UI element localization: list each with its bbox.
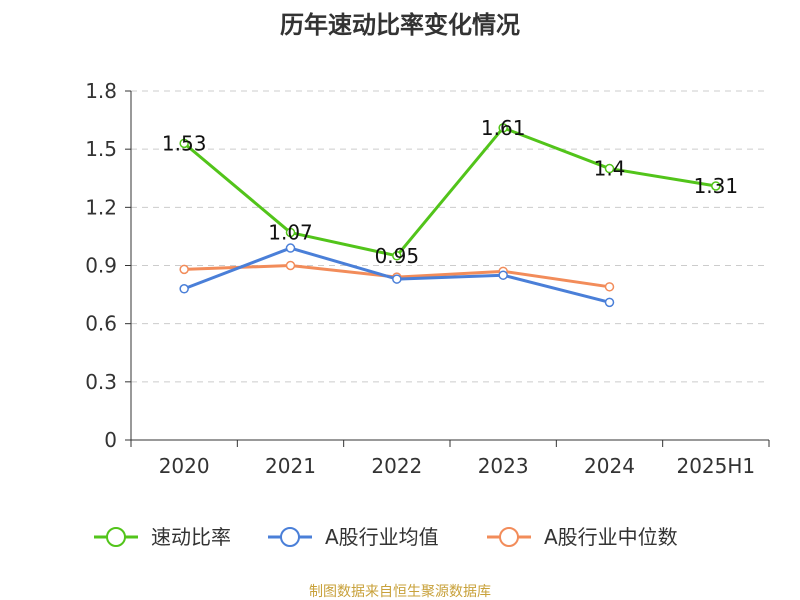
y-tick-label: 0.6 [85, 312, 117, 336]
legend-marker-icon [499, 527, 519, 547]
y-tick-label: 1.8 [85, 79, 117, 103]
legend-marker-icon [106, 527, 126, 547]
legend[interactable]: 速动比率 A股行业均值 A股行业中位数 [94, 525, 678, 549]
data-label: 1.07 [268, 221, 313, 245]
data-label: 0.95 [375, 244, 420, 268]
data-point [604, 282, 615, 292]
data-label-layer: 1.53 1.07 0.95 1.61 1.4 1.31 [162, 116, 738, 268]
x-tick-label: 2020 [159, 454, 210, 478]
data-point [179, 284, 189, 294]
chart-title: 历年速动比率变化情况 [280, 11, 520, 39]
data-label: 1.53 [162, 131, 207, 155]
legend-item[interactable]: A股行业中位数 [487, 525, 678, 549]
data-label: 1.61 [481, 116, 526, 140]
data-point [604, 297, 615, 308]
source-note: 制图数据来自恒生聚源数据库 [309, 584, 491, 600]
data-point [179, 138, 189, 149]
legend-item[interactable]: A股行业均值 [268, 525, 439, 549]
grid-layer [131, 90, 769, 383]
data-point [179, 264, 189, 275]
y-tick-label: 1.2 [85, 195, 117, 219]
data-point [392, 274, 402, 284]
data-point [604, 163, 615, 174]
legend-label: 速动比率 [151, 525, 231, 549]
series-line-1 [183, 126, 717, 258]
x-tick-label: 2023 [478, 454, 529, 478]
y-tick-label: 0.3 [85, 370, 117, 394]
legend-item[interactable]: 速动比率 [94, 525, 231, 549]
x-tick-label: 2021 [265, 454, 316, 478]
data-point [711, 181, 721, 191]
legend-label: A股行业均值 [325, 525, 439, 549]
data-label: 1.4 [594, 157, 626, 181]
data-point [392, 251, 402, 261]
data-point [285, 227, 296, 238]
x-tick-label: 2024 [584, 454, 635, 478]
data-label: 1.31 [694, 174, 739, 198]
series-layer [179, 123, 721, 308]
y-tick-label: 0 [104, 428, 117, 452]
data-point [285, 260, 296, 271]
x-tick-label: 2025H1 [676, 454, 755, 478]
x-tick-label: 2022 [371, 454, 422, 478]
y-tick-label: 1.5 [85, 137, 117, 161]
legend-marker-icon [280, 527, 300, 547]
data-point [498, 270, 508, 280]
y-tick-label: 0.9 [85, 254, 117, 278]
data-point [498, 123, 508, 133]
legend-label: A股行业中位数 [544, 525, 678, 549]
data-point [285, 243, 296, 253]
axis-layer: 0 0.3 0.6 0.9 1.2 1.5 1.8 2020 2021 2022 2023 2024 2… [85, 79, 770, 478]
